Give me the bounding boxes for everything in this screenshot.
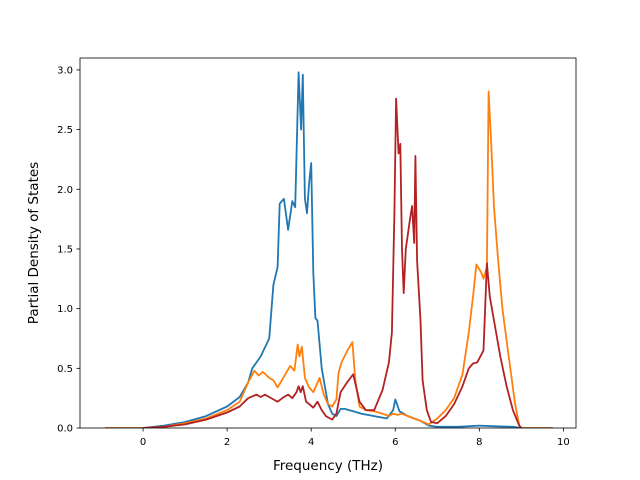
series-layer xyxy=(105,71,553,428)
x-tick-label: 4 xyxy=(308,437,314,448)
y-tick-label: 1.5 xyxy=(57,244,73,255)
y-tick-label: 0.5 xyxy=(57,364,73,375)
y-tick-label: 3.0 xyxy=(57,65,73,76)
x-tick-label: 0 xyxy=(140,437,146,448)
series-line-1 xyxy=(105,71,553,428)
series-line-3 xyxy=(143,97,523,428)
y-tick-label: 0.0 xyxy=(57,424,73,435)
x-axis-label: Frequency (THz) xyxy=(273,458,383,474)
y-tick-label: 2.5 xyxy=(57,125,73,136)
y-tick-label: 2.0 xyxy=(57,185,73,196)
y-axis-ticks: 0.0 0.5 1.0 1.5 2.0 2.5 3.0 xyxy=(57,65,80,435)
plot-frame xyxy=(79,57,577,429)
x-tick-label: 6 xyxy=(392,437,398,448)
y-axis-label: Partial Density of States xyxy=(26,162,42,324)
series-line-2 xyxy=(105,90,553,428)
y-tick-label: 1.0 xyxy=(57,304,73,315)
x-tick-label: 10 xyxy=(557,437,570,448)
x-tick-label: 8 xyxy=(476,437,482,448)
x-tick-label: 2 xyxy=(224,437,230,448)
x-axis-ticks: 0 2 4 6 8 10 xyxy=(140,428,570,448)
